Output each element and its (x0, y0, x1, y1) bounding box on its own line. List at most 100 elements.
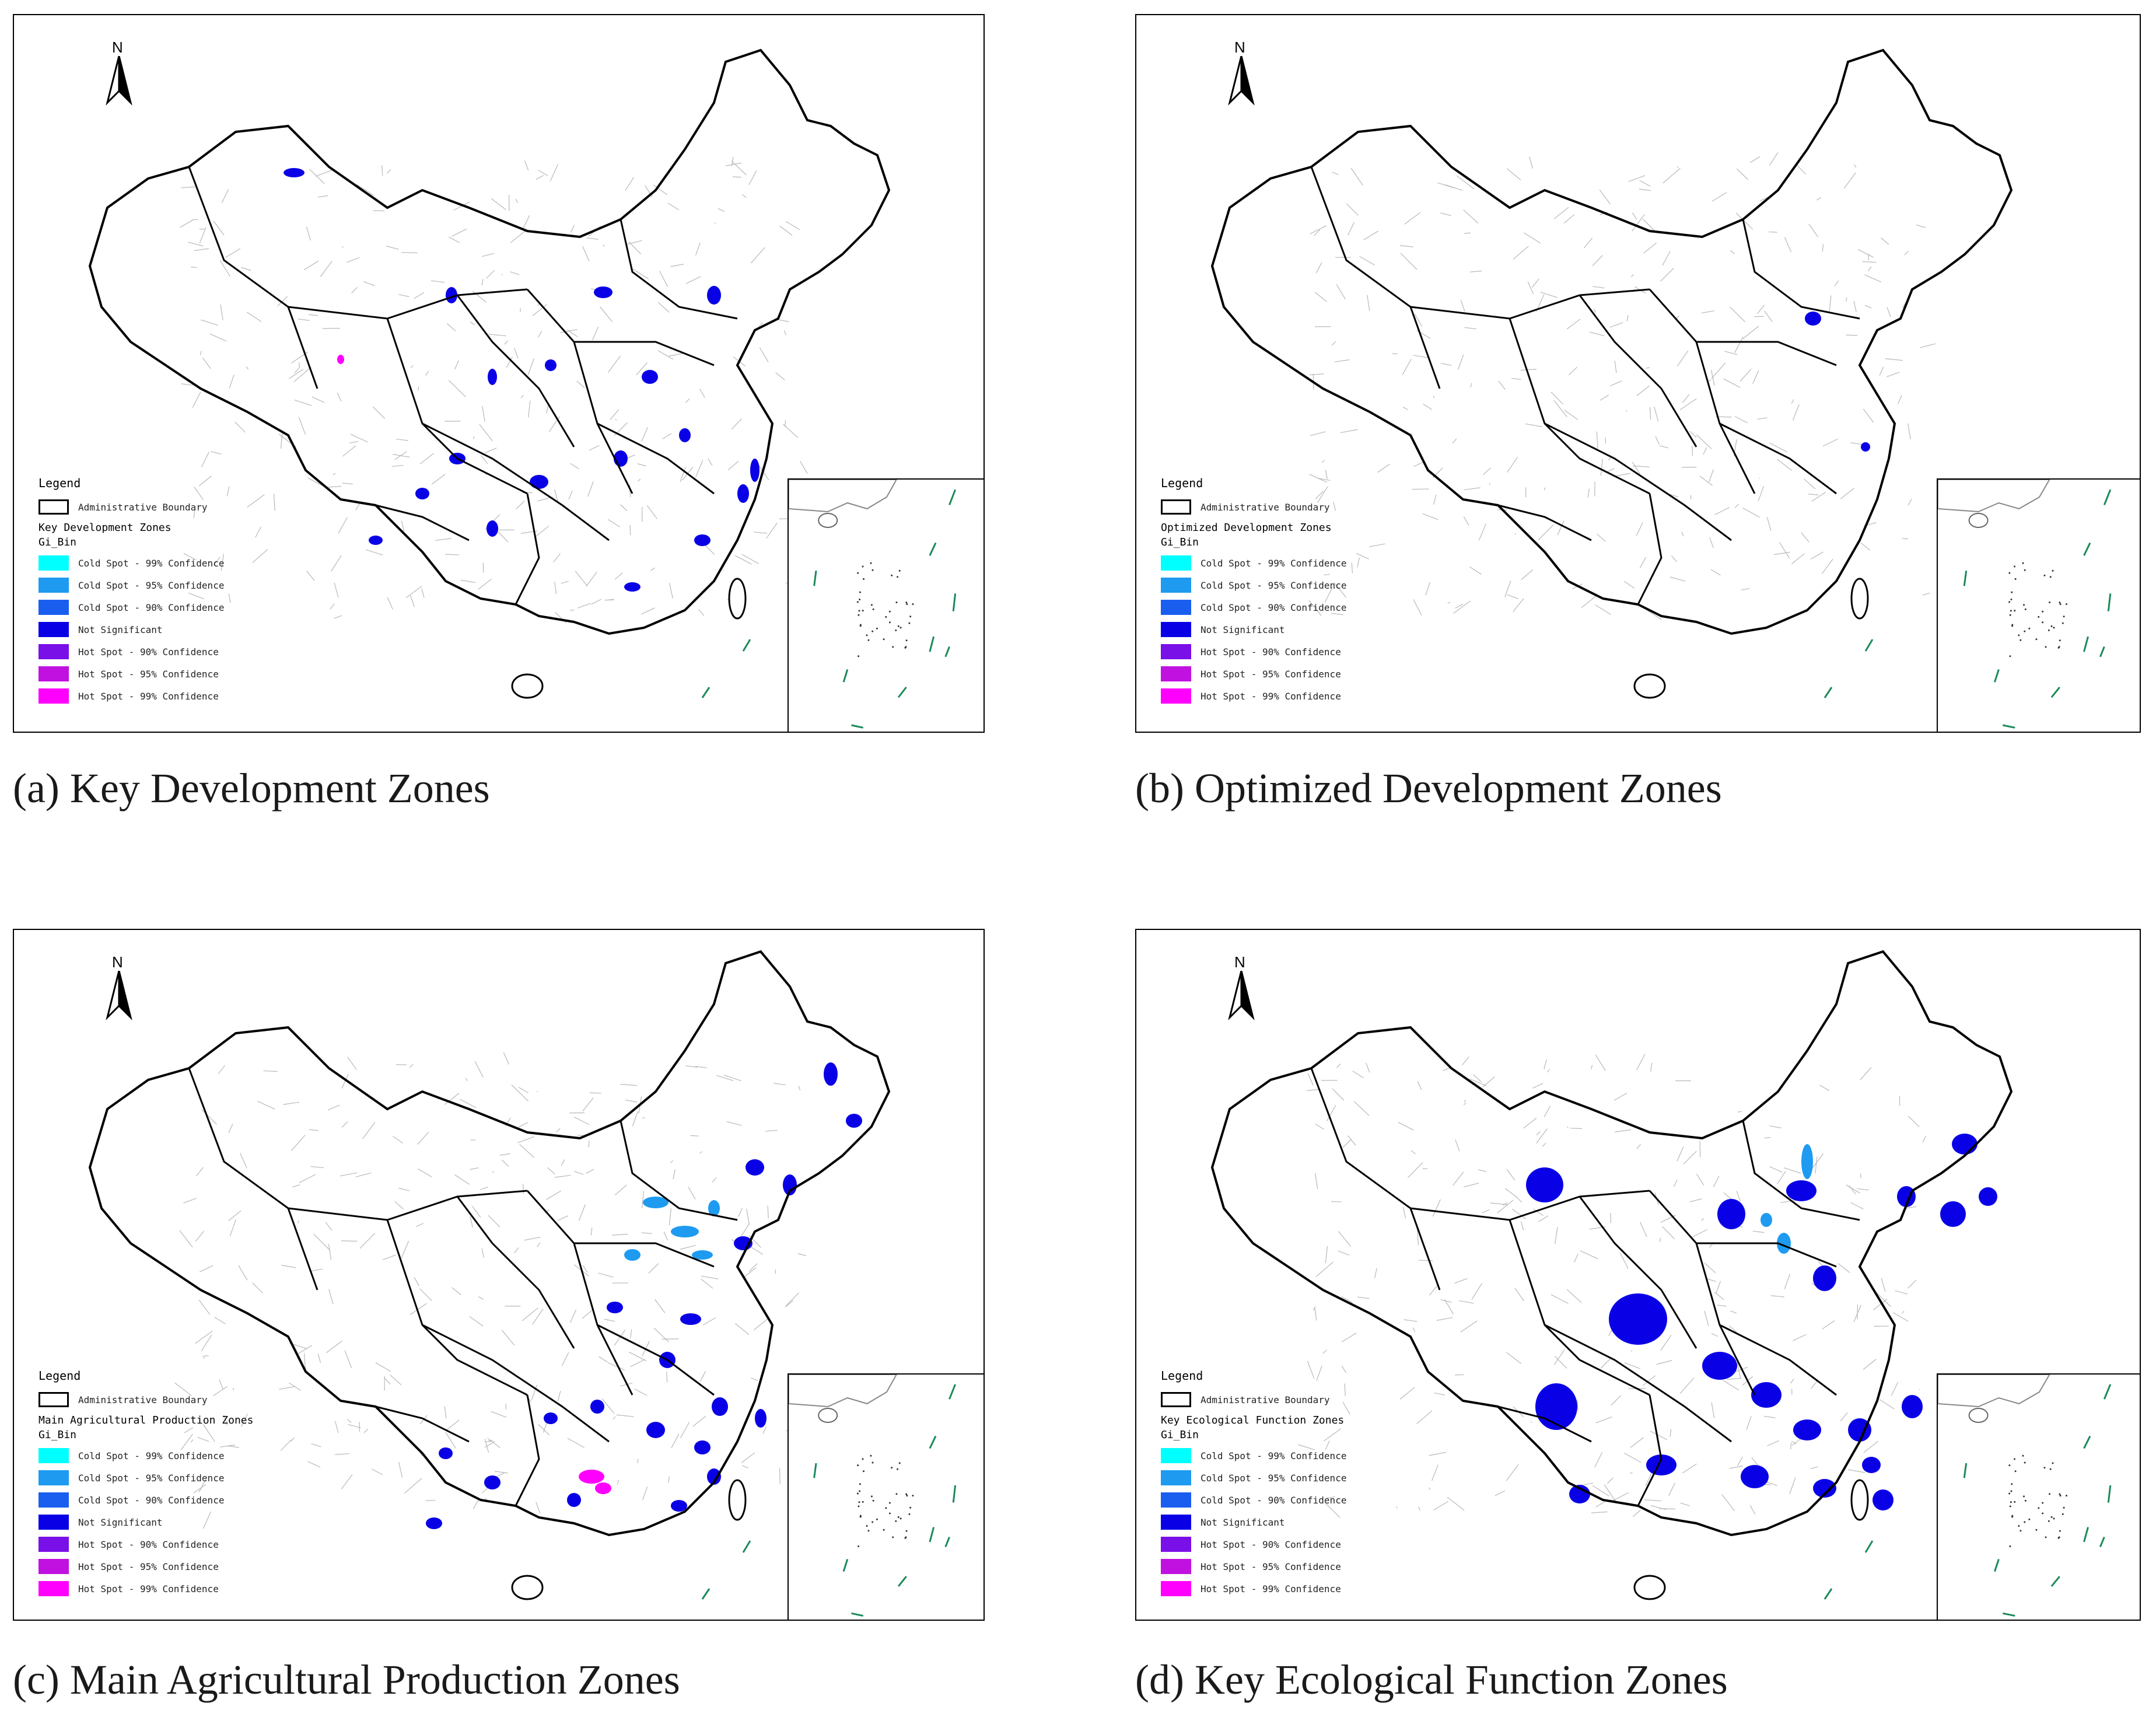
county-boundary (349, 441, 359, 444)
zone-patch-not-significant (746, 1159, 764, 1176)
legend-label-boundary: Administrative Boundary (78, 1394, 208, 1405)
zone-patch-not-significant (707, 1468, 721, 1485)
legend-swatch (1161, 1537, 1191, 1552)
county-boundary (586, 237, 598, 240)
island-dot (2014, 1501, 2016, 1503)
county-boundary (569, 1309, 577, 1323)
county-boundary (1676, 1146, 1684, 1162)
county-boundary (1550, 391, 1563, 405)
county-boundary (419, 453, 434, 464)
zone-patch-cold-spot (1760, 1213, 1772, 1227)
county-boundary (241, 1413, 248, 1427)
nine-dash-segment (2107, 1485, 2112, 1503)
county-boundary (1614, 1093, 1628, 1101)
county-boundary (1619, 1253, 1629, 1269)
county-boundary (279, 1386, 295, 1390)
zone-patch-not-significant (1813, 1265, 1836, 1291)
county-boundary (1341, 1333, 1357, 1342)
county-boundary (479, 424, 493, 442)
zone-patch-hot-spot (595, 1482, 611, 1494)
county-boundary (393, 454, 410, 458)
county-boundary (1464, 487, 1480, 491)
legend-item: Cold Spot - 99% Confidence (38, 552, 224, 574)
legend-item: Hot Spot - 95% Confidence (1161, 663, 1346, 685)
county-boundary (1455, 603, 1464, 609)
island-dot (2024, 630, 2026, 632)
country-fill (1212, 952, 2011, 1535)
county-boundary (557, 1390, 561, 1401)
country-boundary (1210, 950, 2013, 1537)
legend-field-name: Gi_Bin (38, 536, 77, 548)
county-boundary (1452, 1172, 1464, 1186)
county-boundary (662, 1338, 679, 1340)
island-dot (900, 627, 902, 629)
county-boundary (1523, 1117, 1537, 1129)
county-boundary (198, 1299, 211, 1315)
county-boundary (517, 1136, 534, 1143)
county-boundary (1791, 1440, 1797, 1445)
county-boundary (1593, 308, 1596, 313)
county-boundary (575, 571, 588, 586)
zone-patch-not-significant (671, 1500, 687, 1512)
island-dot (2049, 1468, 2052, 1470)
county-boundary (1568, 366, 1577, 376)
county-boundary (1419, 1260, 1433, 1261)
county-boundary (1413, 355, 1428, 358)
country-boundary (1210, 48, 2013, 635)
county-boundary (1847, 1469, 1866, 1473)
county-boundary (1566, 1127, 1569, 1128)
county-boundary (1310, 431, 1326, 436)
county-boundary (1377, 463, 1390, 473)
county-boundary (1489, 482, 1491, 485)
county-boundary (346, 1419, 352, 1423)
island-dot (870, 1495, 873, 1498)
county-boundary (534, 526, 550, 538)
county-boundary (1713, 1176, 1720, 1187)
county-boundary (1850, 442, 1864, 445)
island-dot (2058, 646, 2060, 648)
province-boundary (620, 1120, 738, 1221)
county-boundary (554, 1174, 571, 1178)
county-boundary (191, 219, 198, 221)
county-boundary (1366, 1062, 1370, 1073)
county-boundary (1737, 1111, 1742, 1113)
legend-item: Hot Spot - 90% Confidence (1161, 1533, 1346, 1555)
legend-label-boundary: Administrative Boundary (1200, 1394, 1330, 1405)
county-boundary (620, 1083, 638, 1086)
province-boundary (1508, 1219, 1650, 1396)
county-boundary (1316, 1365, 1322, 1381)
island-dot (892, 1536, 894, 1538)
county-boundary (1811, 1153, 1824, 1170)
county-boundary (419, 1288, 432, 1301)
county-boundary (1714, 1292, 1724, 1300)
county-boundary (628, 242, 642, 254)
county-boundary (299, 1174, 316, 1183)
county-boundary (1704, 1310, 1709, 1326)
legend-label: Hot Spot - 90% Confidence (78, 1538, 219, 1550)
county-boundary (246, 312, 262, 322)
county-boundary (699, 1151, 702, 1154)
county-boundary (435, 538, 452, 541)
county-boundary (200, 351, 202, 355)
county-boundary (1374, 1268, 1377, 1278)
county-boundary (199, 227, 206, 244)
county-boundary (191, 267, 197, 268)
county-boundary (444, 554, 460, 555)
county-boundary (702, 1317, 716, 1326)
inset-coastline (1937, 479, 2051, 513)
county-boundary (607, 356, 621, 373)
county-boundary (1662, 251, 1671, 266)
county-boundary (615, 418, 617, 421)
county-boundary (582, 1309, 593, 1319)
county-boundary (514, 1247, 519, 1254)
county-boundary (225, 248, 241, 258)
county-boundary (1679, 1377, 1695, 1394)
county-boundary (1614, 473, 1631, 477)
county-boundary (641, 1191, 645, 1208)
taiwan-island (1850, 1479, 1869, 1521)
county-boundary (289, 369, 303, 379)
zone-patch-not-significant (694, 1440, 710, 1454)
county-boundary (726, 1121, 742, 1126)
county-boundary (1422, 513, 1438, 520)
county-boundary (196, 1167, 204, 1177)
